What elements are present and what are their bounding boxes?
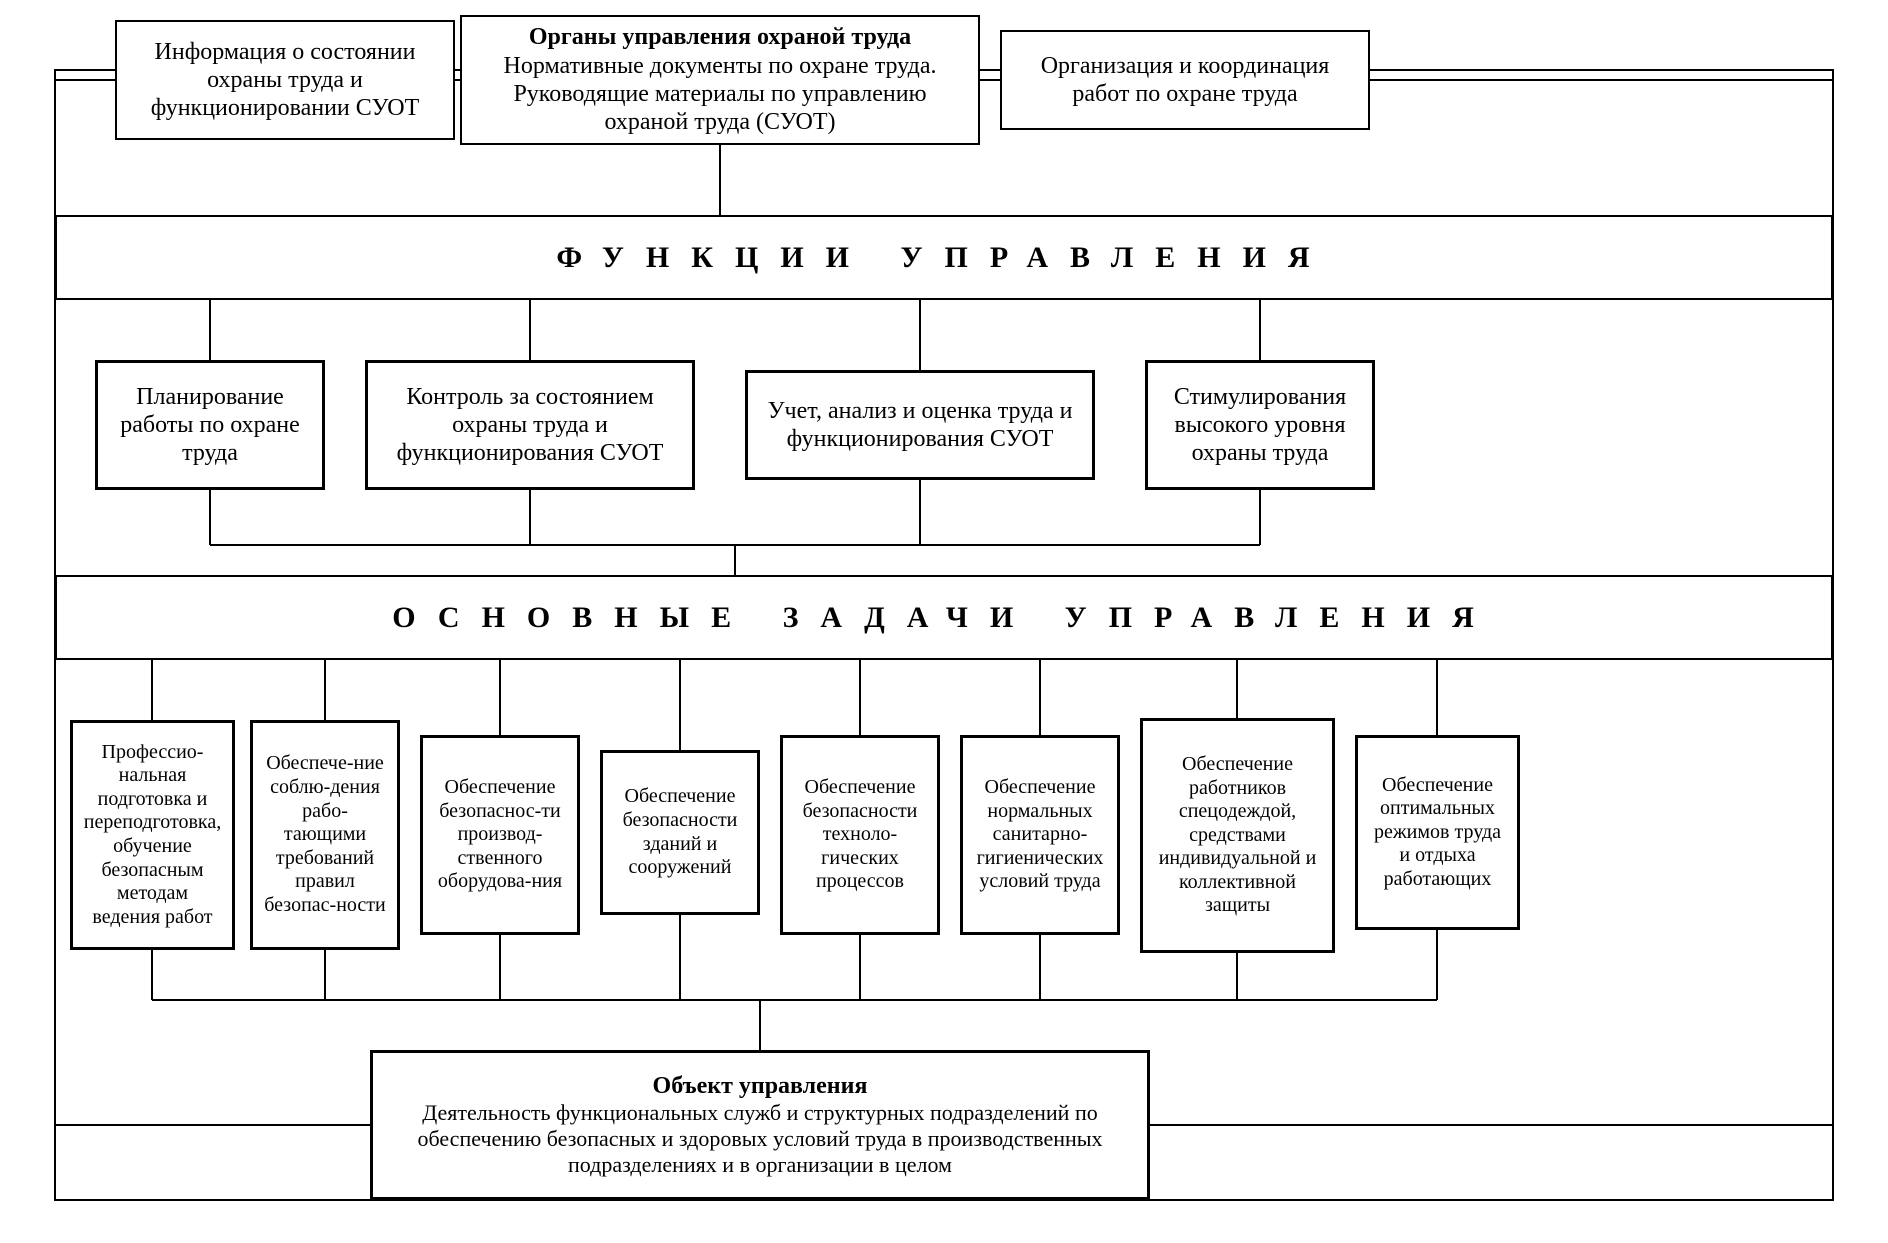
band-tasks-title: ОСНОВНЫЕ ЗАДАЧИ УПРАВЛЕНИЯ	[392, 601, 1496, 635]
top-center-body: Нормативные документы по охране труда. Р…	[472, 52, 968, 137]
function-text-0: Планирование работы по охране труда	[108, 383, 312, 468]
top-right-text: Организация и координация работ по охран…	[1012, 52, 1358, 109]
object-title: Объект управления	[383, 1072, 1137, 1100]
task-box-3: Обеспечение безопасност­и зданий и соору…	[600, 750, 760, 915]
function-box-0: Планирование работы по охране труда	[95, 360, 325, 490]
function-text-2: Учет, анализ и оценка труда и функционир…	[758, 397, 1082, 454]
function-text-3: Стимулирования высокого уровня охраны тр…	[1158, 383, 1362, 468]
task-text-2: Обеспечение безопаснос-ти производ-ствен…	[433, 776, 567, 894]
task-text-1: Обеспече-ние соблю-дения рабо-тающими тр…	[263, 752, 387, 917]
band-functions-title: ФУНКЦИИ УПРАВЛЕНИЯ	[556, 241, 1331, 275]
task-box-7: Обеспечение оптимальных режимов труда и …	[1355, 735, 1520, 930]
band-tasks: ОСНОВНЫЕ ЗАДАЧИ УПРАВЛЕНИЯ	[55, 575, 1833, 660]
task-box-4: Обеспечение безопасности техноло-гически…	[780, 735, 940, 935]
task-box-0: Профессио-нальная подготовка и переподго…	[70, 720, 235, 950]
task-box-6: Обеспечение работников спецодеждой, сред…	[1140, 718, 1335, 953]
top-center-title: Органы управления охраной труда	[472, 23, 968, 51]
diagram-root: Информация о состоянии охраны труда и фу…	[0, 0, 1888, 1243]
band-functions: ФУНКЦИИ УПРАВЛЕНИЯ	[55, 215, 1833, 300]
function-box-2: Учет, анализ и оценка труда и функционир…	[745, 370, 1095, 480]
task-box-1: Обеспече-ние соблю-дения рабо-тающими тр…	[250, 720, 400, 950]
task-box-2: Обеспечение безопаснос-ти производ-ствен…	[420, 735, 580, 935]
task-text-6: Обеспечение работников спецодеждой, сред…	[1153, 753, 1322, 918]
top-box-center: Органы управления охраной трудаНормативн…	[460, 15, 980, 145]
top-box-right: Организация и координация работ по охран…	[1000, 30, 1370, 130]
function-box-1: Контроль за состоянием охраны труда и фу…	[365, 360, 695, 490]
task-text-5: Обеспечение нормальных санитарно-гигиени…	[973, 776, 1107, 894]
task-text-0: Профессио-нальная подготовка и переподго…	[83, 741, 222, 930]
task-text-4: Обеспечение безопасности техноло-гически…	[793, 776, 927, 894]
function-box-3: Стимулирования высокого уровня охраны тр…	[1145, 360, 1375, 490]
top-left-text: Информация о состоянии охраны труда и фу…	[127, 38, 443, 123]
task-text-3: Обеспечение безопасност­и зданий и соору…	[613, 785, 747, 879]
task-text-7: Обеспечение оптимальных режимов труда и …	[1368, 774, 1507, 892]
object-box: Объект управленияДеятельность функционал…	[370, 1050, 1150, 1200]
task-box-5: Обеспечение нормальных санитарно-гигиени…	[960, 735, 1120, 935]
top-box-left: Информация о состоянии охраны труда и фу…	[115, 20, 455, 140]
object-body: Деятельность функциональных служб и стру…	[383, 1100, 1137, 1178]
function-text-1: Контроль за состоянием охраны труда и фу…	[378, 383, 682, 468]
